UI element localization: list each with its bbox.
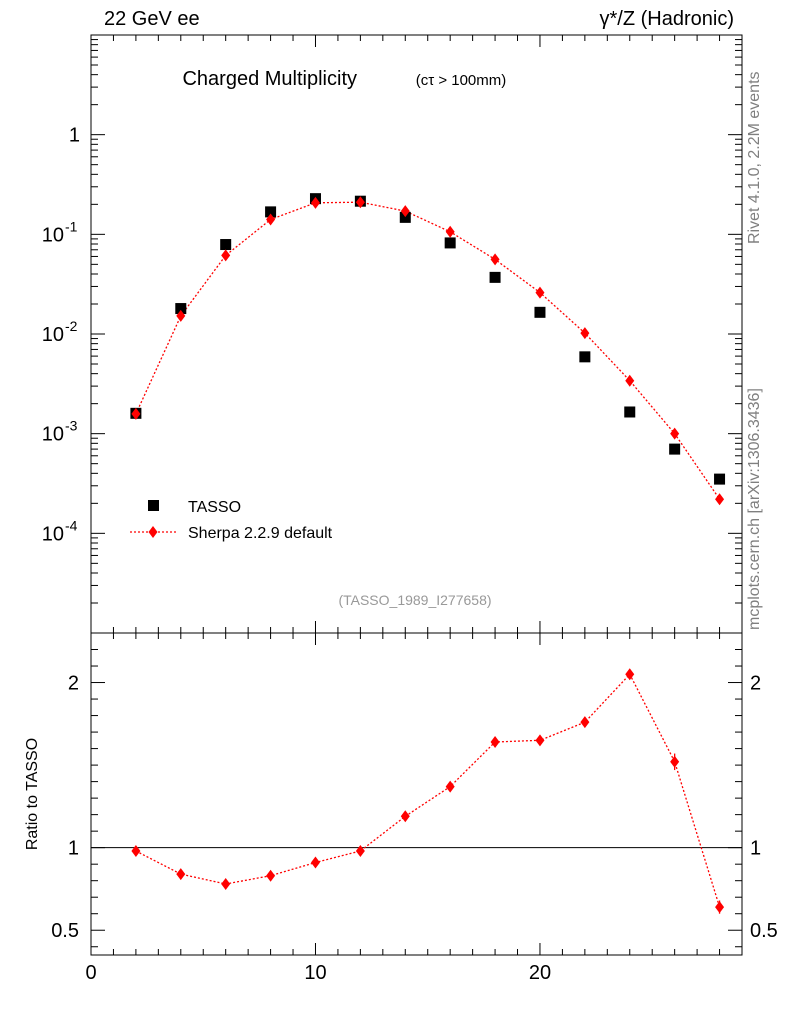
- upper-panel-frame: [90, 34, 743, 634]
- ratio-point: [580, 716, 590, 729]
- ratio-point: [625, 668, 635, 681]
- ratio-point: [490, 735, 500, 748]
- ratio-point: [266, 869, 276, 882]
- sherpa-point: [400, 205, 410, 218]
- ratio-point: [445, 780, 455, 793]
- tasso-point: [444, 237, 456, 249]
- y-tick-exponent: -1: [65, 218, 78, 234]
- ratio-point: [400, 810, 410, 823]
- sherpa-point: [670, 427, 680, 440]
- chart-title-subscript: (cτ > 100mm): [416, 72, 507, 89]
- ratio-point: [715, 901, 725, 914]
- ratio-point: [670, 755, 680, 768]
- x-tick-label: 0: [85, 962, 96, 984]
- sherpa-line: [135, 201, 721, 500]
- sherpa-point: [580, 327, 590, 340]
- y-tick-label: 10: [42, 424, 64, 446]
- y-tick-exponent: -3: [65, 418, 78, 434]
- tasso-point: [579, 351, 591, 363]
- ratio-point: [221, 877, 231, 890]
- tasso-point: [669, 443, 681, 455]
- tasso-point: [489, 271, 501, 283]
- lower-panel-frame: [90, 632, 743, 956]
- tasso-point: [399, 211, 411, 223]
- y-tick-label: 10: [42, 324, 64, 346]
- y-tick-exponent: -4: [65, 517, 78, 533]
- legend-tasso-label: TASSO: [188, 499, 241, 516]
- header-left-label: 22 GeV ee: [104, 8, 200, 30]
- ratio-point: [310, 856, 320, 869]
- tasso-point: [175, 303, 187, 315]
- tasso-point: [220, 239, 232, 251]
- x-tick-label: 20: [529, 962, 551, 984]
- sherpa-point: [221, 249, 231, 262]
- y-tick-label-right: 1: [750, 838, 761, 860]
- ratio-line: [135, 673, 721, 908]
- analysis-label: (TASSO_1989_I277658): [338, 592, 491, 608]
- sherpa-point: [625, 374, 635, 387]
- header-right-label: γ*/Z (Hadronic): [599, 8, 734, 30]
- legend-sherpa-marker: [148, 526, 158, 538]
- ratio-point: [131, 844, 141, 857]
- tasso-point: [534, 306, 546, 318]
- y-tick-label: 1: [69, 125, 80, 147]
- sherpa-point: [310, 196, 320, 209]
- sherpa-point: [490, 253, 500, 266]
- sherpa-point: [535, 286, 545, 299]
- tasso-point: [265, 206, 277, 218]
- y-tick-label: 0.5: [51, 920, 79, 942]
- sherpa-point: [715, 493, 725, 506]
- y-tick-label: 1: [68, 838, 79, 860]
- legend-sherpa-label: Sherpa 2.2.9 default: [188, 525, 333, 542]
- chart-title: Charged Multiplicity: [182, 68, 357, 90]
- y-tick-label: 10: [42, 523, 64, 545]
- tasso-point: [714, 473, 726, 485]
- sherpa-point: [176, 309, 186, 322]
- y-tick-label: 10: [42, 224, 64, 246]
- ratio-point: [176, 868, 186, 881]
- sherpa-point: [445, 225, 455, 238]
- legend-tasso-marker: [148, 500, 159, 511]
- y-tick-label-right: 2: [750, 673, 761, 695]
- y-tick-label-right: 0.5: [750, 920, 778, 942]
- sherpa-point: [355, 196, 365, 209]
- x-tick-label: 10: [304, 962, 326, 984]
- sherpa-point: [266, 213, 276, 226]
- y-tick-exponent: -2: [65, 318, 78, 334]
- tasso-point: [624, 406, 636, 418]
- lower-y-axis-label: Ratio to TASSO: [24, 738, 41, 850]
- sherpa-point: [131, 407, 141, 420]
- ratio-point: [535, 734, 545, 747]
- y-tick-label: 2: [68, 673, 79, 695]
- ratio-point: [355, 844, 365, 857]
